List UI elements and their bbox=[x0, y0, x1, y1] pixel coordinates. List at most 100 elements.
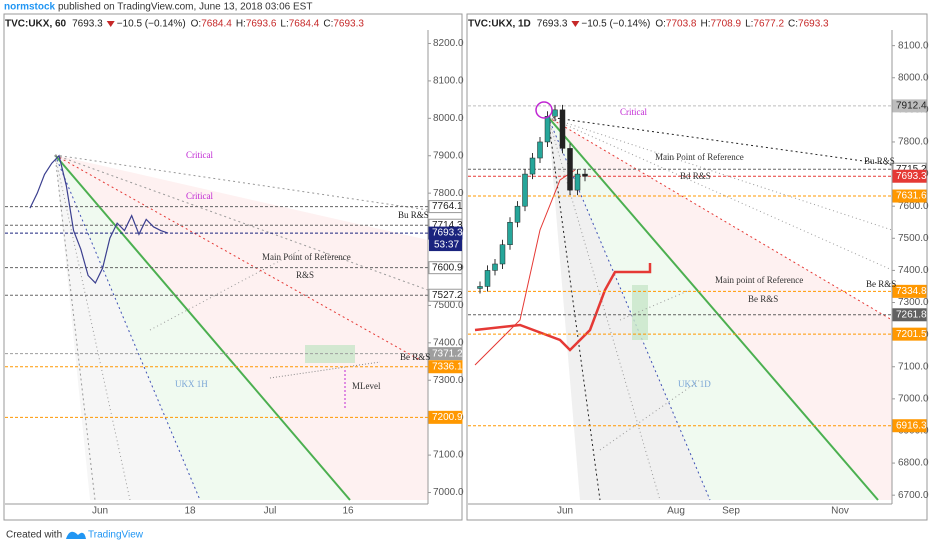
y-tick-label: 7300.0 bbox=[433, 375, 464, 386]
ohlc-label: L: bbox=[745, 19, 753, 30]
candle bbox=[492, 263, 498, 271]
y-tick-label: 7500.0 bbox=[433, 300, 464, 311]
annotation: Critical bbox=[620, 107, 647, 117]
price-label: 6916.3 bbox=[896, 420, 927, 431]
price-label: 7912.4 bbox=[896, 101, 927, 112]
ohlc-label: C: bbox=[323, 19, 333, 30]
price-label: 7200.9 bbox=[432, 412, 463, 423]
down-arrow bbox=[571, 21, 580, 27]
y-tick-label: 8200.0 bbox=[433, 38, 464, 49]
price-label-box bbox=[428, 200, 463, 214]
panel-frame bbox=[466, 13, 928, 521]
annotation: Bd R&S bbox=[680, 171, 711, 181]
x-tick-label: Jun bbox=[92, 506, 108, 517]
last-price: 7693.3 bbox=[72, 19, 103, 30]
y-tick-label: 7100.0 bbox=[898, 361, 929, 372]
ohlc-value: 7693.3 bbox=[333, 19, 364, 30]
annotation: Be R&S bbox=[866, 279, 896, 289]
price-label: 7371.2 bbox=[432, 348, 463, 359]
price-label: 7336.1 bbox=[432, 361, 463, 372]
price-label-box bbox=[892, 99, 927, 113]
x-tick-label: Jul bbox=[264, 506, 277, 517]
ohlc-label: H: bbox=[236, 19, 246, 30]
y-tick-label: 7100.0 bbox=[433, 450, 464, 461]
drawing bbox=[547, 116, 711, 501]
ohlc-label: L: bbox=[280, 19, 288, 30]
y-tick-label: 7900.0 bbox=[433, 150, 464, 161]
footer-created: Created with bbox=[6, 530, 62, 541]
price-label-box bbox=[892, 308, 927, 322]
annotation: Critical bbox=[186, 191, 213, 201]
price-label: 7201.5 bbox=[896, 329, 927, 340]
y-tick-label: 8100.0 bbox=[898, 40, 929, 51]
y-tick-label: 8000.0 bbox=[433, 113, 464, 124]
ohlc-value: 7703.8 bbox=[666, 19, 697, 30]
y-tick-label: 7400.0 bbox=[898, 265, 929, 276]
candle bbox=[514, 205, 521, 223]
drawing bbox=[547, 116, 879, 501]
price-label-box bbox=[892, 169, 927, 183]
y-tick-label: 8000.0 bbox=[898, 72, 929, 83]
down-arrow bbox=[106, 21, 115, 27]
drawing bbox=[547, 116, 893, 231]
price-label-box bbox=[892, 419, 927, 433]
annotation: Critical bbox=[186, 150, 213, 160]
drawing bbox=[547, 116, 893, 321]
candle bbox=[567, 148, 573, 191]
countdown: 53:37 bbox=[434, 240, 459, 251]
drawing bbox=[269, 361, 381, 379]
annotation: Be R&S bbox=[748, 294, 778, 304]
published: published on TradingView.com, June 13, 2… bbox=[58, 2, 312, 13]
candle bbox=[544, 116, 551, 143]
y-tick-label: 7400.0 bbox=[433, 337, 464, 348]
drawing bbox=[54, 154, 201, 501]
x-tick-label: Aug bbox=[667, 506, 685, 517]
logo bbox=[66, 531, 86, 539]
y-tick-label: 6700.0 bbox=[898, 490, 929, 501]
drawing bbox=[54, 154, 131, 501]
ohlc-label: C: bbox=[788, 19, 798, 30]
annotation: Main Point of Reference bbox=[262, 252, 351, 262]
price-label-box bbox=[892, 189, 927, 203]
annotation: R&S bbox=[296, 270, 314, 280]
price-label-box bbox=[892, 284, 927, 298]
drawing bbox=[599, 379, 701, 451]
ohlc-label: O: bbox=[191, 19, 202, 30]
marker bbox=[535, 101, 553, 119]
footer-brand: TradingView bbox=[88, 530, 144, 541]
annotation: Bu R&S bbox=[864, 156, 895, 166]
annotation: UKX 1H bbox=[175, 379, 208, 389]
annotation: MLevel bbox=[352, 381, 381, 391]
price-label: 7764.1 bbox=[432, 201, 463, 212]
annotation: UKX 1D bbox=[678, 379, 711, 389]
price-label-box bbox=[428, 261, 463, 275]
y-tick-label: 7000.0 bbox=[433, 487, 464, 498]
price-label: 7715.2 bbox=[896, 164, 927, 175]
change: −10.5 (−0.14%) bbox=[581, 19, 650, 30]
annotation: Main Point of Reference bbox=[655, 152, 744, 162]
y-tick-label: 7500.0 bbox=[898, 233, 929, 244]
annotation: Be R&S bbox=[400, 352, 430, 362]
chart-panel: TVC:UKX, 60 7693.3 −10.5 (−0.14%) O: 7684.4 H… bbox=[5, 19, 464, 517]
drawing bbox=[548, 117, 892, 500]
symbol: TVC:UKX, 1D bbox=[468, 19, 531, 30]
y-tick-label: 7300.0 bbox=[898, 297, 929, 308]
y-tick-label: 7800.0 bbox=[433, 188, 464, 199]
ohlc-value: 7693.3 bbox=[798, 19, 829, 30]
price-label-box bbox=[428, 360, 463, 374]
drawing bbox=[474, 263, 652, 352]
drawing bbox=[632, 285, 648, 340]
x-tick-label: 18 bbox=[184, 506, 196, 517]
candle bbox=[574, 173, 581, 191]
candle bbox=[559, 109, 566, 149]
y-tick-label: 7800.0 bbox=[898, 137, 929, 148]
drawing bbox=[54, 154, 351, 501]
candle bbox=[477, 286, 483, 289]
candle bbox=[529, 157, 536, 175]
author: normstock bbox=[4, 2, 56, 13]
drawing bbox=[55, 155, 428, 500]
ohlc-value: 7693.6 bbox=[246, 19, 277, 30]
price-label-box bbox=[428, 288, 463, 302]
y-tick-label: 6800.0 bbox=[898, 458, 929, 469]
